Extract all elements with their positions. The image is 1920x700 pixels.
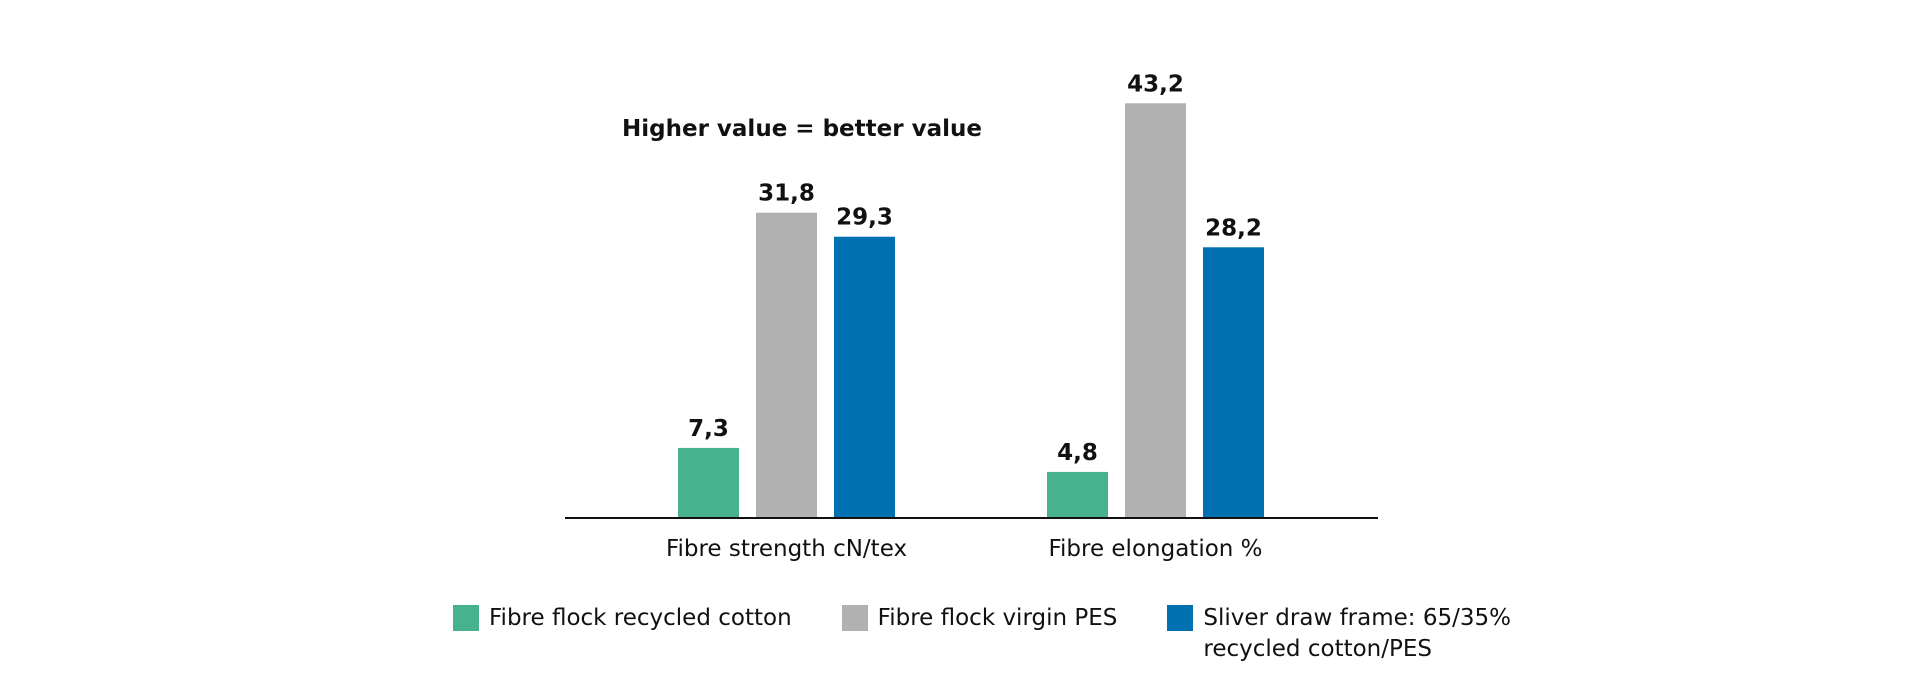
legend: Fibre flock recycled cotton Fibre flock … (453, 603, 1511, 673)
bar-fibre-elongation-virgin-pes (1125, 103, 1186, 518)
data-label-fibre-elongation-recycled-cotton: 4,8 (1057, 440, 1098, 466)
bar-fibre-strength-virgin-pes (756, 212, 817, 518)
legend-item-sliver-draw-frame: Sliver draw frame: 65/35% recycled cotto… (1167, 603, 1511, 665)
legend-swatch-recycled-cotton (453, 605, 479, 631)
category-label-fibre-elongation: Fibre elongation % (1048, 536, 1262, 562)
bars-group: 7,3 31,8 29,3 4,8 43,2 28,2 (678, 71, 1264, 518)
data-label-fibre-elongation-sliver-draw-frame: 28,2 (1205, 215, 1262, 241)
data-label-fibre-strength-sliver-draw-frame: 29,3 (836, 205, 893, 231)
category-label-fibre-strength: Fibre strength cN/tex (666, 536, 907, 562)
legend-swatch-sliver-draw-frame (1167, 605, 1194, 631)
legend-item-recycled-cotton: Fibre flock recycled cotton (453, 603, 792, 634)
category-labels: Fibre strength cN/tex Fibre elongation % (666, 536, 1263, 562)
legend-label-recycled-cotton: Fibre flock recycled cotton (489, 605, 792, 631)
bar-fibre-elongation-sliver-draw-frame (1203, 247, 1264, 518)
data-label-fibre-strength-recycled-cotton: 7,3 (688, 416, 729, 442)
bar-fibre-strength-sliver-draw-frame (834, 236, 895, 518)
legend-item-virgin-pes: Fibre flock virgin PES (841, 603, 1118, 634)
legend-label-sliver-draw-frame: Sliver draw frame: 65/35% recycled cotto… (1203, 605, 1511, 662)
legend-swatch-virgin-pes (841, 605, 868, 631)
legend-label-virgin-pes: Fibre flock virgin PES (877, 605, 1118, 631)
chart-annotation: Higher value = better value (622, 116, 982, 142)
bar-fibre-strength-recycled-cotton (678, 447, 739, 518)
data-label-fibre-strength-virgin-pes: 31,8 (758, 181, 815, 207)
data-label-fibre-elongation-virgin-pes: 43,2 (1127, 71, 1184, 97)
bar-fibre-elongation-recycled-cotton (1047, 471, 1108, 518)
